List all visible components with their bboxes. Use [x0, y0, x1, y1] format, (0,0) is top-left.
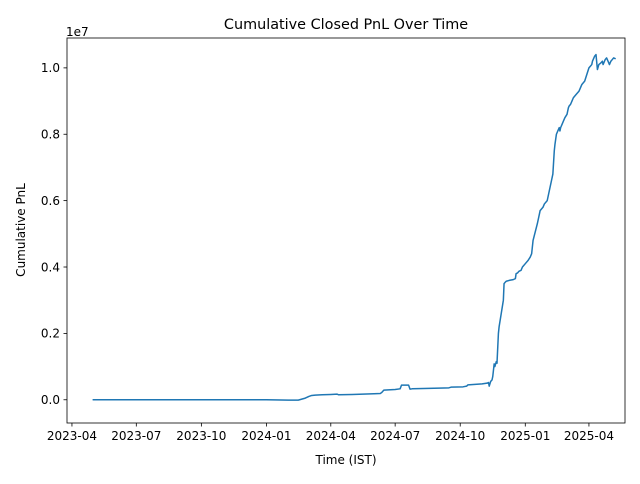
x-tick-label: 2024-04 [306, 429, 356, 443]
x-tick-label: 2025-01 [500, 429, 550, 443]
y-tick-label: 0.6 [41, 194, 60, 208]
series-line [92, 53, 616, 401]
y-offset-label: 1e7 [66, 25, 89, 39]
x-axis-label: Time (IST) [314, 453, 376, 467]
y-axis-label: Cumulative PnL [14, 183, 28, 277]
y-tick-label: 0.8 [41, 128, 60, 142]
chart-title: Cumulative Closed PnL Over Time [224, 17, 468, 33]
x-tick-label: 2023-10 [176, 429, 226, 443]
x-tick-label: 2024-01 [241, 429, 291, 443]
x-tick-label: 2025-04 [564, 429, 614, 443]
x-tick-label: 2023-07 [111, 429, 161, 443]
ticks-layer: 2023-04 2023-07 2023-10 2024-01 2024-04 2024-… [41, 61, 614, 443]
y-tick-label: 0.0 [41, 393, 60, 407]
y-tick-label: 1.0 [41, 61, 60, 75]
axes-frame [66, 37, 626, 424]
y-tick-label: 0.2 [41, 327, 60, 341]
y-tick-label: 0.4 [41, 260, 60, 274]
plot-area [92, 53, 616, 401]
x-tick-label: 2024-10 [435, 429, 485, 443]
x-tick-label: 2024-07 [370, 429, 420, 443]
x-tick-label: 2023-04 [47, 429, 97, 443]
